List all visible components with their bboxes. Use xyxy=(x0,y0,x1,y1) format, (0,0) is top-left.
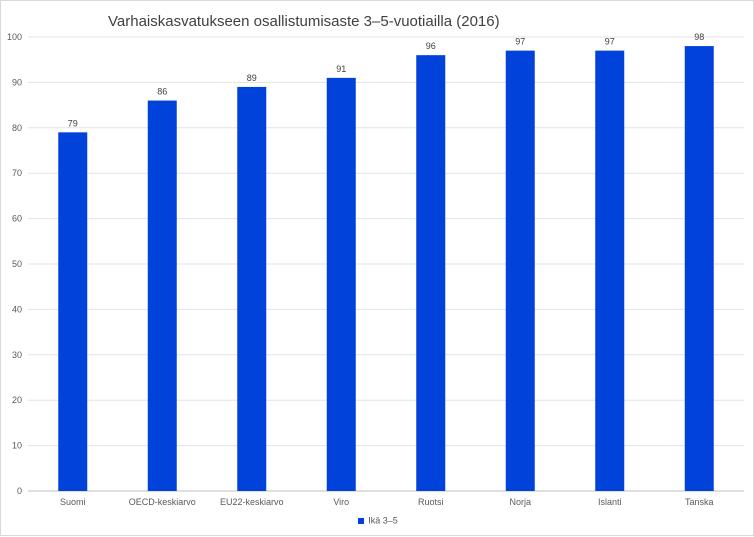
x-tick-label: EU22-keskiarvo xyxy=(220,497,284,507)
chart-title: Varhaiskasvatukseen osallistumisaste 3–5… xyxy=(108,13,500,30)
bar xyxy=(237,86,267,491)
data-label: 96 xyxy=(426,41,436,51)
y-tick-label: 70 xyxy=(12,168,22,178)
bar xyxy=(505,50,535,492)
x-tick-label: OECD-keskiarvo xyxy=(129,497,196,507)
legend: Ikä 3–5 xyxy=(1,515,754,526)
bar xyxy=(684,46,714,492)
x-tick-label: Suomi xyxy=(60,497,86,507)
y-tick-label: 30 xyxy=(12,350,22,360)
legend-label: Ikä 3–5 xyxy=(368,515,398,526)
x-tick-label: Tanska xyxy=(685,497,714,507)
x-tick-label: Islanti xyxy=(598,497,622,507)
x-tick-label: Norja xyxy=(509,497,531,507)
data-label: 86 xyxy=(157,87,167,97)
y-tick-label: 60 xyxy=(12,214,22,224)
x-tick-label: Viro xyxy=(333,497,349,507)
bar xyxy=(326,77,356,492)
data-label: 98 xyxy=(694,32,704,42)
legend-swatch xyxy=(358,517,365,524)
bar xyxy=(147,100,177,491)
y-tick-label: 40 xyxy=(12,304,22,314)
x-tick-label: Ruotsi xyxy=(418,497,444,507)
bar xyxy=(595,50,625,492)
y-tick-label: 10 xyxy=(12,441,22,451)
y-tick-label: 100 xyxy=(7,32,22,42)
y-tick-label: 90 xyxy=(12,77,22,87)
data-label: 89 xyxy=(247,73,257,83)
y-tick-label: 20 xyxy=(12,395,22,405)
data-label: 79 xyxy=(68,118,78,128)
data-label: 97 xyxy=(605,37,615,47)
y-tick-label: 50 xyxy=(12,259,22,269)
data-label: 91 xyxy=(336,64,346,74)
data-label: 97 xyxy=(515,37,525,47)
y-tick-label: 0 xyxy=(17,486,22,496)
bar xyxy=(416,55,446,491)
bar xyxy=(58,132,88,491)
y-tick-label: 80 xyxy=(12,123,22,133)
